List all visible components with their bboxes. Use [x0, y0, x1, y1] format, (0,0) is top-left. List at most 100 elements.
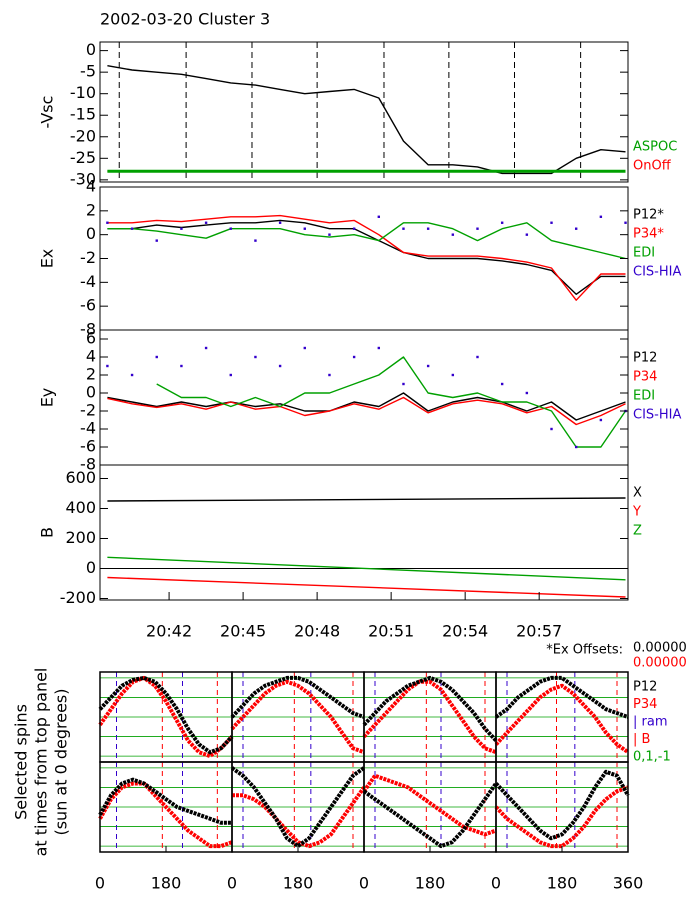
- y-tick-label: 4: [86, 177, 96, 196]
- y-axis-label: Selected spins: [12, 704, 31, 820]
- y-tick-label: 2: [86, 200, 96, 219]
- data-dot: [402, 382, 405, 386]
- data-dot: [377, 346, 381, 350]
- data-dot: [303, 227, 306, 230]
- data-line: [107, 214, 626, 301]
- y-tick-label: -4: [80, 272, 96, 291]
- data-dot: [278, 221, 282, 224]
- x-tick-label: 0: [95, 874, 105, 893]
- y-tick-label: -6: [80, 296, 96, 315]
- data-dot: [377, 215, 381, 218]
- legend-entry: EDI: [633, 246, 655, 261]
- data-dot: [155, 355, 158, 359]
- data-dot: [599, 215, 603, 218]
- p12-trace: [362, 782, 498, 849]
- data-dot: [328, 233, 331, 236]
- data-dot: [574, 227, 578, 230]
- legend-entry: P12: [633, 351, 657, 366]
- p12-trace: [494, 675, 629, 719]
- data-line: [107, 497, 626, 502]
- legend-entry: P34: [633, 370, 657, 385]
- data-line: [156, 356, 627, 448]
- data-dot: [106, 221, 109, 224]
- data-dot: [328, 373, 331, 377]
- x-tick-label: 20:54: [442, 622, 488, 641]
- y-axis-label: B: [38, 527, 57, 538]
- data-line: [107, 556, 626, 581]
- y-tick-label: 6: [86, 329, 96, 348]
- y-axis-label: (sun at 0 degrees): [52, 688, 71, 835]
- x-tick-label: 20:48: [294, 622, 340, 641]
- data-dot: [254, 355, 257, 359]
- data-dot: [402, 227, 405, 230]
- y-tick-label: -15: [70, 105, 96, 124]
- x-tick-label: 180: [547, 874, 578, 893]
- data-dot: [352, 355, 356, 359]
- x-tick-label: 20:57: [516, 622, 562, 641]
- panel-frame: [99, 41, 629, 183]
- y-tick-label: -8: [80, 455, 96, 474]
- legend-entry: X: [633, 486, 642, 501]
- data-dot: [624, 221, 627, 224]
- data-dot: [180, 364, 183, 368]
- data-dot: [426, 227, 430, 230]
- y-tick-label: -20: [70, 126, 96, 145]
- x-tick-label: 180: [415, 874, 446, 893]
- data-dot: [180, 227, 183, 230]
- y-tick-label: 4: [86, 347, 96, 366]
- y-tick-label: -6: [80, 437, 96, 456]
- p34-trace: [362, 679, 497, 755]
- data-dot: [106, 364, 109, 368]
- x-tick-label: 20:45: [220, 622, 266, 641]
- data-dot: [599, 418, 603, 422]
- data-dot: [500, 221, 504, 224]
- x-tick-label: 20:51: [368, 622, 414, 641]
- p34-trace: [232, 786, 366, 849]
- data-dot: [550, 427, 553, 431]
- y-tick-label: -25: [70, 148, 96, 167]
- data-dot: [155, 239, 158, 242]
- data-dot: [352, 227, 356, 230]
- data-line: [107, 396, 626, 426]
- y-tick-label: -2: [80, 401, 96, 420]
- y-tick-label: -5: [80, 62, 96, 81]
- p12-trace: [230, 766, 366, 849]
- y-tick-label: 2: [86, 365, 96, 384]
- y-tick-label: -30: [70, 169, 96, 188]
- data-line: [107, 65, 626, 175]
- data-dot: [500, 382, 504, 386]
- y-axis-label: Ex: [38, 249, 57, 269]
- legend-entry: Y: [632, 505, 641, 520]
- offset-value: 0.00000: [633, 641, 687, 656]
- y-tick-label: 600: [65, 468, 96, 487]
- data-dot: [426, 364, 430, 368]
- data-dot: [451, 373, 455, 377]
- data-dot: [130, 227, 134, 230]
- data-dot: [229, 227, 232, 230]
- data-dot: [476, 227, 479, 230]
- y-tick-label: -10: [70, 83, 96, 102]
- data-dot: [204, 221, 208, 224]
- y-axis-label: -Vsc: [38, 96, 57, 129]
- x-tick-label: 180: [283, 874, 314, 893]
- legend-entry: P34*: [633, 227, 664, 242]
- y-tick-label: 0: [86, 383, 96, 402]
- p34-trace: [230, 679, 365, 755]
- legend-entry: 0,1,-1: [633, 750, 671, 765]
- figure-title: 2002-03-20 Cluster 3: [100, 10, 270, 29]
- p34-trace: [494, 683, 630, 754]
- panel-frame: [99, 464, 629, 601]
- y-tick-label: 400: [65, 498, 96, 517]
- y-axis-label: at times from top panel: [32, 668, 51, 857]
- p12-trace: [98, 675, 234, 755]
- data-dot: [254, 239, 257, 242]
- data-line: [107, 222, 626, 260]
- y-tick-label: -2: [80, 248, 96, 267]
- legend-entry: | ram: [633, 715, 668, 730]
- p34-trace: [98, 675, 234, 759]
- y-tick-label: -8: [80, 320, 96, 339]
- legend-entry: P12*: [633, 208, 664, 223]
- legend-entry: CIS-HIA: [633, 408, 681, 423]
- legend-entry: | B: [633, 732, 650, 747]
